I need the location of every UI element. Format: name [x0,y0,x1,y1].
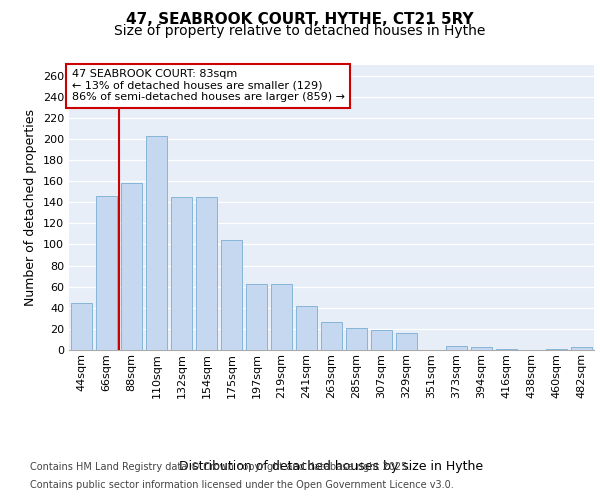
Bar [446,346,467,350]
Bar [396,333,417,350]
Bar [96,196,117,350]
Bar [371,330,392,350]
Bar [221,240,242,350]
Text: 47, SEABROOK COURT, HYTHE, CT21 5RY: 47, SEABROOK COURT, HYTHE, CT21 5RY [126,12,474,28]
Bar [146,136,167,350]
Bar [321,322,342,350]
Bar [346,328,367,350]
Text: Contains public sector information licensed under the Open Government Licence v3: Contains public sector information licen… [30,480,454,490]
Bar [121,183,142,350]
Bar [171,197,192,350]
Text: Size of property relative to detached houses in Hythe: Size of property relative to detached ho… [115,24,485,38]
Bar [546,349,567,350]
Bar [496,349,517,350]
Bar [571,347,592,350]
Bar [196,197,217,350]
Text: 47 SEABROOK COURT: 83sqm
← 13% of detached houses are smaller (129)
86% of semi-: 47 SEABROOK COURT: 83sqm ← 13% of detach… [71,70,344,102]
X-axis label: Distribution of detached houses by size in Hythe: Distribution of detached houses by size … [179,460,484,473]
Bar [71,302,92,350]
Y-axis label: Number of detached properties: Number of detached properties [25,109,37,306]
Bar [296,306,317,350]
Bar [246,284,267,350]
Text: Contains HM Land Registry data © Crown copyright and database right 2025.: Contains HM Land Registry data © Crown c… [30,462,410,472]
Bar [471,347,492,350]
Bar [271,284,292,350]
